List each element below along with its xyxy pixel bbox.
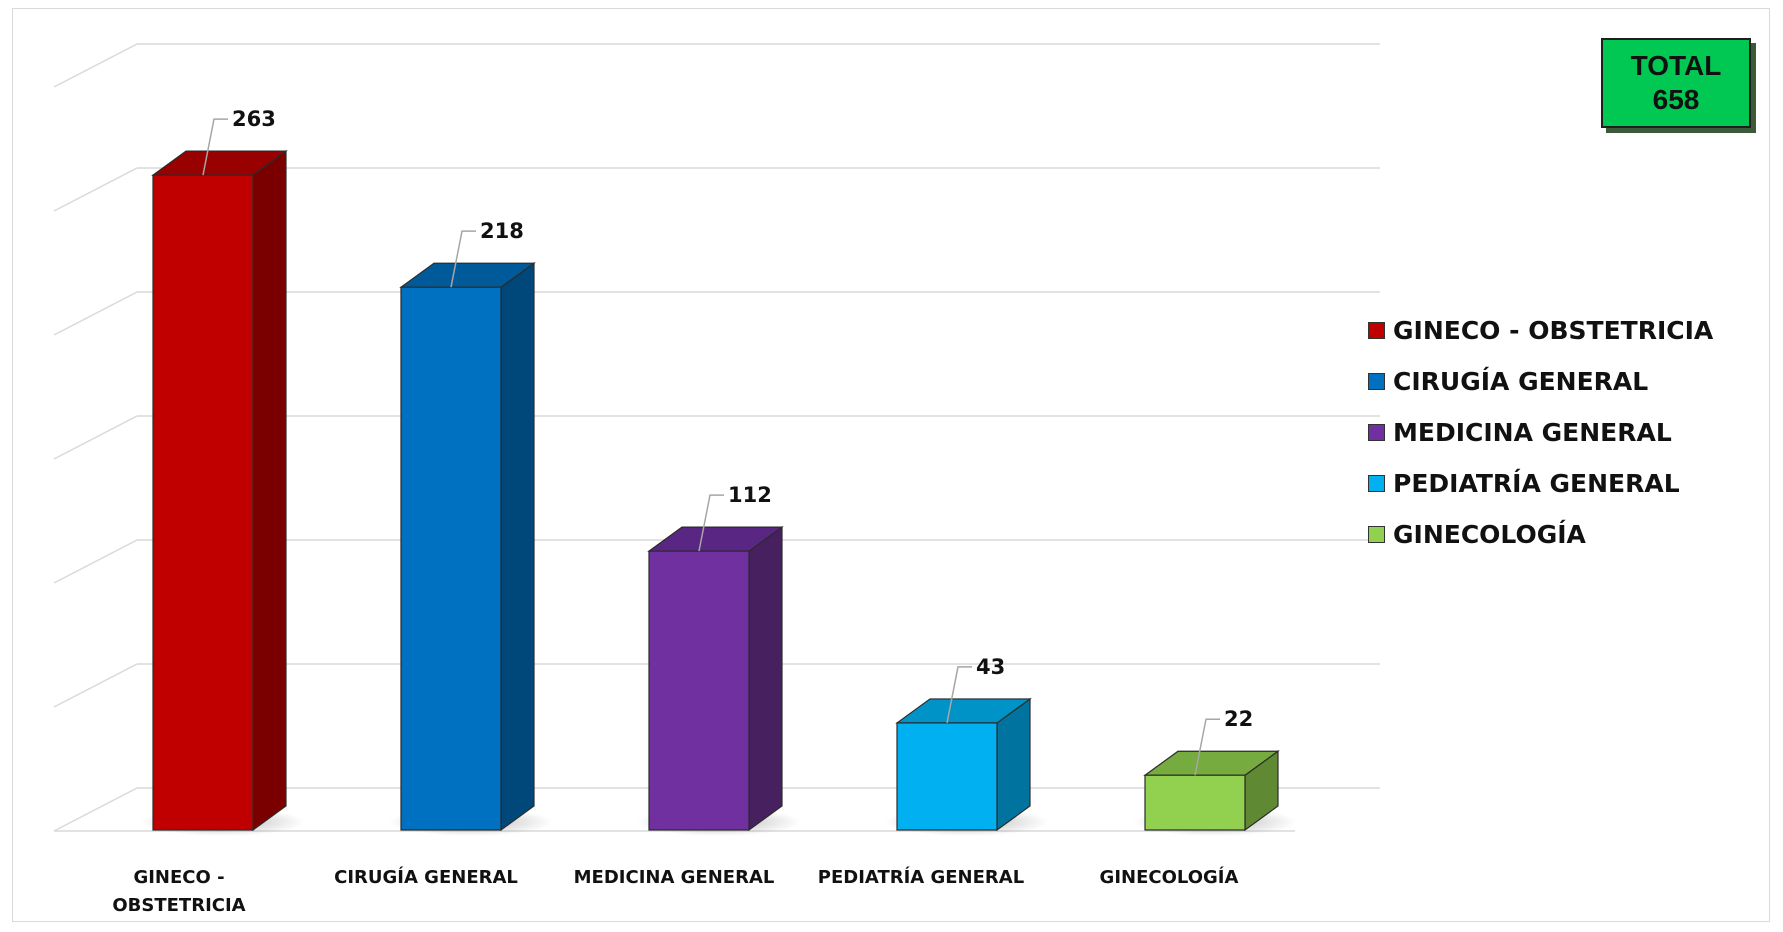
total-label: TOTAL bbox=[1630, 50, 1722, 81]
x-tick-label: CIRUGÍA GENERAL bbox=[316, 864, 536, 892]
x-tick-label-line: GINECO - bbox=[133, 867, 225, 888]
bar bbox=[1133, 750, 1297, 836]
legend-label: GINECOLOGÍA bbox=[1393, 520, 1586, 549]
bar-front bbox=[152, 174, 254, 831]
gridline-side bbox=[53, 43, 138, 88]
x-tick-label-line: OBSTETRICIA bbox=[112, 895, 246, 916]
x-tick-label-line: CIRUGÍA GENERAL bbox=[334, 867, 518, 888]
data-label-leader bbox=[202, 118, 228, 176]
total-value: 658 bbox=[1652, 84, 1700, 115]
data-label: 263 bbox=[232, 107, 276, 131]
data-label-leader bbox=[698, 494, 724, 552]
x-tick-label: PEDIATRÍA GENERAL bbox=[811, 864, 1031, 892]
bar-front bbox=[400, 286, 502, 831]
legend-item: CIRUGÍA GENERAL bbox=[1368, 356, 1713, 407]
bar-front bbox=[648, 550, 750, 831]
bar bbox=[637, 525, 801, 836]
x-tick-label: GINECOLOGÍA bbox=[1059, 864, 1279, 892]
bar bbox=[141, 149, 305, 836]
legend-item: PEDIATRÍA GENERAL bbox=[1368, 458, 1713, 509]
legend-item: GINECO - OBSTETRICIA bbox=[1368, 305, 1713, 356]
x-tick-label-line: PEDIATRÍA GENERAL bbox=[817, 867, 1025, 888]
legend-swatch bbox=[1368, 322, 1385, 339]
bars bbox=[141, 149, 1297, 836]
x-tick-label: GINECO - OBSTETRICIA bbox=[69, 864, 289, 920]
legend-swatch bbox=[1368, 424, 1385, 441]
legend-label: GINECO - OBSTETRICIA bbox=[1393, 316, 1714, 345]
bar-side bbox=[500, 262, 535, 832]
gridline-side bbox=[53, 539, 138, 584]
data-label-leader bbox=[946, 666, 972, 724]
x-tick-label-line: MEDICINA GENERAL bbox=[573, 867, 775, 888]
legend: GINECO - OBSTETRICIA CIRUGÍA GENERAL MED… bbox=[1368, 305, 1713, 560]
data-label-leader bbox=[1194, 718, 1220, 776]
data-labels: 263 218 112 43 22 bbox=[202, 107, 1253, 776]
legend-label: MEDICINA GENERAL bbox=[1393, 418, 1672, 447]
legend-label: PEDIATRÍA GENERAL bbox=[1393, 469, 1680, 498]
x-tick-label-line: GINECOLOGÍA bbox=[1099, 867, 1239, 888]
bar-side bbox=[748, 525, 783, 832]
legend-swatch bbox=[1368, 475, 1385, 492]
legend-item: MEDICINA GENERAL bbox=[1368, 407, 1713, 458]
gridline-side bbox=[53, 291, 138, 336]
legend-swatch bbox=[1368, 526, 1385, 543]
data-label-leader bbox=[450, 230, 476, 288]
data-label: 112 bbox=[728, 483, 772, 507]
legend-item: GINECOLOGÍA bbox=[1368, 509, 1713, 560]
bar bbox=[885, 697, 1049, 836]
gridline-side bbox=[53, 415, 138, 460]
gridline-side bbox=[53, 663, 138, 708]
data-label: 218 bbox=[480, 219, 524, 243]
legend-label: CIRUGÍA GENERAL bbox=[1393, 367, 1649, 396]
legend-swatch bbox=[1368, 373, 1385, 390]
bar-side bbox=[252, 149, 287, 832]
bar-front bbox=[896, 722, 998, 831]
bar bbox=[389, 262, 553, 836]
total-badge: TOTAL 658 bbox=[1601, 38, 1751, 128]
data-label: 22 bbox=[1224, 707, 1253, 731]
gridline-side bbox=[53, 167, 138, 212]
chart-frame bbox=[12, 8, 1770, 922]
x-tick-label: MEDICINA GENERAL bbox=[564, 864, 784, 892]
bar-front bbox=[1144, 774, 1246, 831]
data-label: 43 bbox=[976, 655, 1005, 679]
gridline-side bbox=[53, 787, 138, 832]
